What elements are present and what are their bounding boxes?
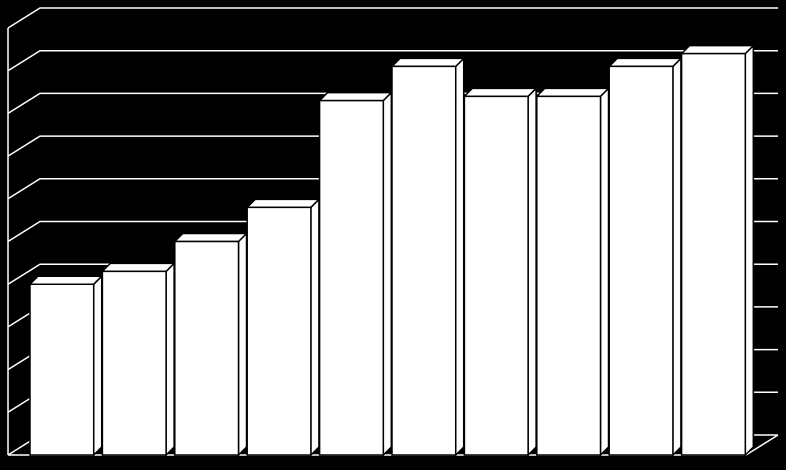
bar-front [101,270,167,456]
bar [534,86,611,457]
bar-top [317,91,394,102]
bar [245,197,321,457]
bar [462,86,538,457]
bar-top [28,275,104,285]
bar [390,56,466,457]
bar-top [462,87,538,98]
grid-line [7,7,778,29]
bar-side [310,197,320,457]
bar-top [245,198,321,209]
bar-top [390,57,466,68]
bar-front [463,95,529,456]
bar [172,231,249,457]
bar [317,90,394,457]
bar-top [100,262,176,273]
bar [607,56,683,457]
bar [28,274,104,457]
bar-side [237,231,248,457]
grid-line [7,49,778,72]
bar [100,261,176,457]
bar-top [607,57,683,68]
bar-side [454,56,465,457]
bar-side [382,90,393,457]
bar-side [744,43,755,457]
bar-side [92,274,103,457]
bar-side [599,86,610,457]
bar [679,43,756,457]
bar-front [680,52,747,456]
bar-top [534,87,611,98]
bar-front [391,65,457,456]
bar-top [679,44,756,55]
bar-front [318,99,385,456]
bar-top [172,232,249,243]
bar-front [536,95,602,456]
bar-side [672,56,682,457]
bar-front [174,240,240,456]
bar-front [608,65,674,456]
bar-front [29,283,95,456]
bar-front [246,206,312,456]
floor-right-edge [745,434,779,456]
bar-side [527,86,537,457]
bar-side [165,261,175,457]
